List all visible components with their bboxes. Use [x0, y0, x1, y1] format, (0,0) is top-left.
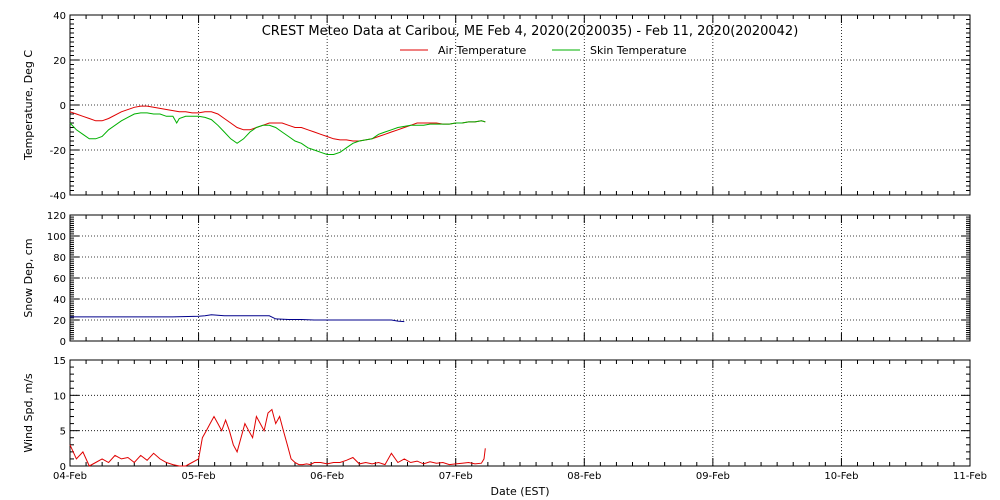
- y-tick-label: 40: [53, 11, 66, 22]
- series-line-wind-speed: [69, 408, 486, 467]
- x-tick-label: 06-Feb: [310, 471, 344, 482]
- y-tick-label: 5: [60, 427, 66, 438]
- x-tick-label: 05-Feb: [182, 471, 216, 482]
- y-tick-label: 0: [60, 462, 66, 473]
- y-axis-label: Temperature, Deg C: [22, 50, 35, 161]
- series-line-temperature-2: [69, 112, 486, 155]
- series-line-temperature-1: [69, 105, 486, 142]
- y-tick-label: 20: [53, 316, 66, 327]
- x-tick-label: 04-Feb: [53, 471, 87, 482]
- y-tick-label: 40: [53, 295, 66, 306]
- y-tick-label: 0: [60, 101, 66, 112]
- x-tick-label: 07-Feb: [439, 471, 473, 482]
- y-tick-label: 0: [60, 337, 66, 348]
- y-tick-label: 15: [53, 356, 66, 367]
- y-tick-label: -20: [50, 146, 66, 157]
- plot-frame: [69, 14, 971, 196]
- y-tick-label: -40: [50, 191, 66, 202]
- x-tick-label: 08-Feb: [567, 471, 601, 482]
- panel-temperature: -40 -20 0 20 40 Temperature, Deg C: [22, 11, 971, 202]
- panel-snow-depth: 0 20 40 60 80 100 120 Snow Dep, cm: [22, 211, 971, 348]
- panel-wind-speed: 0 5 10 15 Wind Spd, m/s: [22, 356, 971, 473]
- y-tick-label: 100: [47, 232, 66, 243]
- x-tick-label: 09-Feb: [696, 471, 730, 482]
- x-tick-label: 11-Feb: [953, 471, 987, 482]
- series-line-snow-depth: [70, 314, 405, 323]
- y-tick-label: 20: [53, 56, 66, 67]
- y-tick-label: 10: [53, 391, 66, 402]
- x-axis-label: Date (EST): [490, 485, 549, 498]
- y-tick-label: 60: [53, 274, 66, 285]
- x-tick-label: 10-Feb: [824, 471, 858, 482]
- plot-frame: [69, 214, 971, 342]
- legend-label-skin-temperature: Skin Temperature: [590, 44, 687, 57]
- y-axis-label: Wind Spd, m/s: [22, 373, 35, 453]
- panels: -40 -20 0 20 40 Temperature, Deg C 0 20 40 60 80 10…: [22, 11, 987, 482]
- legend-label-air-temperature: Air Temperature: [438, 44, 527, 57]
- y-tick-label: 80: [53, 253, 66, 264]
- legend: Air Temperature Skin Temperature: [400, 44, 687, 57]
- y-tick-label: 120: [47, 211, 66, 222]
- y-axis-label: Snow Dep, cm: [22, 238, 35, 317]
- plot-frame: [69, 359, 971, 467]
- chart-title: CREST Meteo Data at Caribou, ME Feb 4, 2…: [262, 24, 799, 39]
